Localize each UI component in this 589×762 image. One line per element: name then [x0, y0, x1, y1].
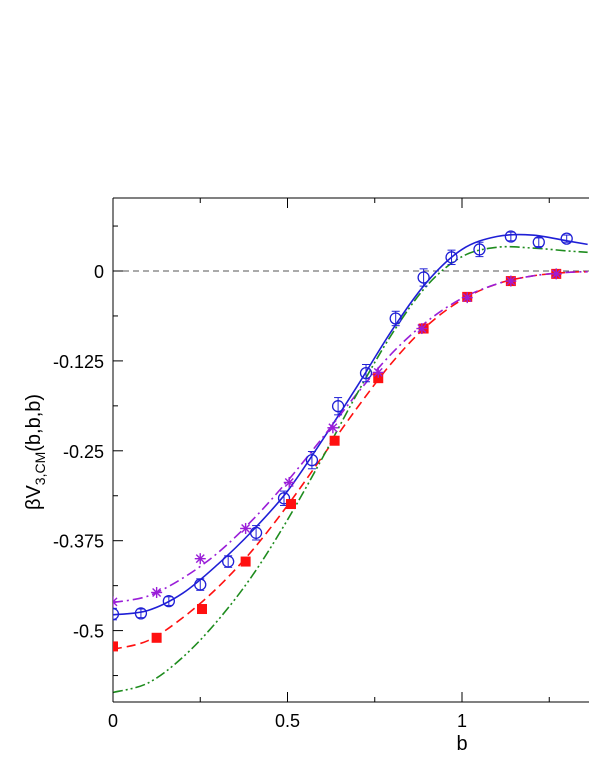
asterisk-stroke — [113, 597, 118, 603]
y-axis-title-main: βV — [23, 485, 45, 511]
data-point-asterisk — [113, 596, 119, 608]
x-tick-label: 0.5 — [275, 711, 300, 731]
asterisk-stroke — [113, 600, 118, 607]
data-point-square — [113, 641, 118, 652]
data-point-circle — [331, 400, 345, 413]
data-point-square — [373, 373, 384, 384]
data-point-circle — [113, 607, 120, 621]
asterisk-stroke — [373, 367, 383, 377]
data-point-asterisk — [372, 366, 384, 378]
data-point-circle — [532, 236, 545, 249]
data-point-asterisk — [327, 422, 339, 434]
data-point-asterisk — [550, 268, 562, 280]
data-point-square — [151, 632, 162, 643]
data-point-circle — [249, 526, 263, 539]
asterisk-stroke — [551, 269, 561, 279]
asterisk-stroke — [284, 477, 294, 487]
data-point-circle — [277, 492, 291, 505]
data-point-asterisk — [461, 292, 473, 304]
x-tick-label: 0 — [108, 711, 118, 731]
series-1-curve — [113, 233, 588, 616]
asterisk-stroke — [506, 276, 516, 286]
y-tick-label: -0.5 — [73, 622, 104, 642]
data-point-circle — [194, 578, 207, 591]
data-point-asterisk — [416, 323, 428, 335]
y-tick-label: 0 — [94, 262, 104, 282]
asterisk-stroke — [417, 324, 427, 334]
y-axis-title-subscript: 3,CM — [32, 452, 48, 485]
data-point-asterisk — [194, 553, 206, 565]
y-axis-title: βV3,CM(b,b,b) — [23, 394, 48, 510]
data-point-asterisk — [505, 275, 517, 287]
data-point-square — [329, 435, 340, 446]
data-point-circle — [560, 232, 573, 245]
data-point-circle — [389, 312, 402, 325]
y-tick-label: -0.125 — [53, 352, 104, 372]
data-point-circle — [359, 366, 373, 380]
data-point-circle — [162, 594, 175, 608]
data-point-asterisk — [283, 476, 295, 488]
data-point-circle — [504, 230, 518, 243]
asterisk-stroke — [462, 293, 472, 303]
data-point-square — [285, 499, 296, 510]
asterisk-stroke — [195, 554, 205, 564]
series-3-curve — [113, 270, 588, 604]
plot-axes — [112, 197, 589, 703]
data-point-square — [240, 556, 251, 567]
data-point-circle — [305, 453, 319, 467]
data-point-circle — [417, 271, 430, 284]
data-point-asterisk — [240, 522, 252, 534]
y-tick-label: -0.375 — [53, 532, 104, 552]
fit-curves — [113, 233, 588, 694]
data-point-circle — [445, 251, 458, 264]
data-point-circle — [134, 607, 148, 620]
axis-ticks: 0 0.5 1 0 -0.125 -0.25 -0.375 -0.5 — [53, 198, 550, 731]
asterisk-stroke — [328, 423, 338, 433]
asterisk-stroke — [241, 523, 251, 533]
x-axis-title: b — [456, 733, 467, 755]
y-tick-label: -0.25 — [63, 442, 104, 462]
series-4-curve — [113, 245, 588, 694]
data-point-circle — [222, 555, 235, 568]
y-axis-title-suffix: (b,b,b) — [23, 394, 45, 452]
data-points — [113, 230, 573, 652]
x-tick-label: 1 — [457, 711, 467, 731]
asterisk-stroke — [152, 587, 162, 597]
data-point-circle — [473, 243, 486, 256]
data-point-asterisk — [151, 586, 163, 598]
data-point-square — [196, 604, 207, 615]
